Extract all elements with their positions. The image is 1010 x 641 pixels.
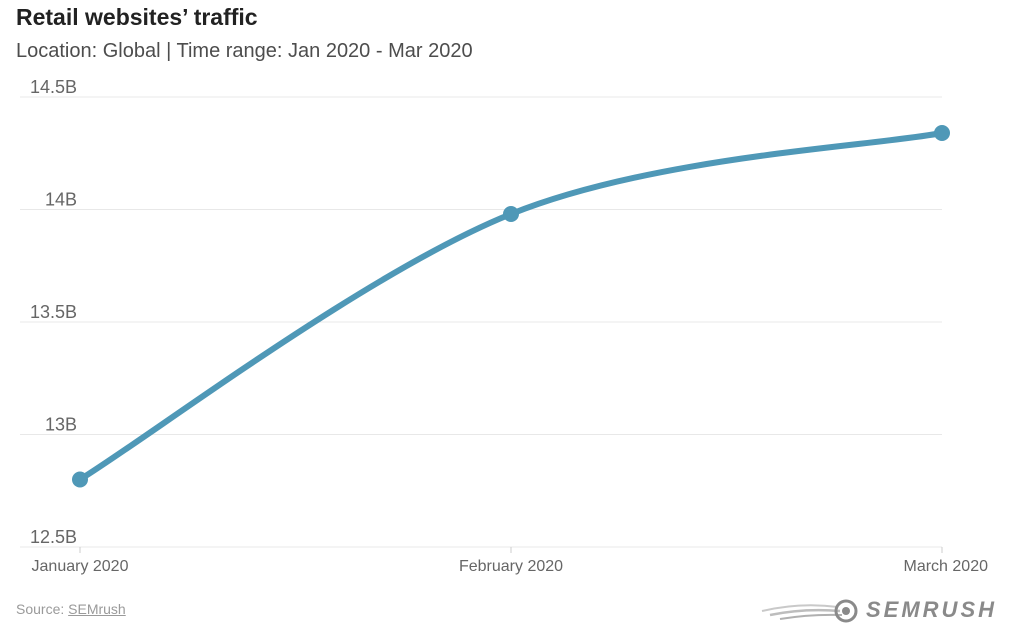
series-line xyxy=(77,130,945,483)
source-prefix: Source: xyxy=(16,601,69,617)
y-tick-label: 14.5B xyxy=(30,77,77,97)
y-tick-label: 13B xyxy=(45,415,77,435)
y-tick-label: 14B xyxy=(45,190,77,210)
chart-title: Retail websites’ traffic xyxy=(16,4,258,30)
source-link[interactable]: SEMrush xyxy=(68,601,126,617)
chart-subtitle: Location: Global | Time range: Jan 2020 … xyxy=(16,40,473,62)
y-tick-label: 13.5B xyxy=(30,302,77,322)
data-point xyxy=(934,125,950,141)
x-tick-label: February 2020 xyxy=(459,558,563,575)
source-note: Source: SEMrush xyxy=(16,601,126,617)
x-axis: January 2020 February 2020 March 2020 xyxy=(32,547,989,575)
y-tick-label: 12.5B xyxy=(30,527,77,547)
x-tick-label: March 2020 xyxy=(904,558,989,575)
semrush-logo: SEMRUSH xyxy=(760,596,994,624)
y-axis: 12.5B 13B 13.5B 14B 14.5B xyxy=(30,77,77,547)
series-traffic xyxy=(72,125,950,488)
data-point xyxy=(72,471,88,488)
grid-lines xyxy=(20,96,942,548)
semrush-fireball-icon xyxy=(761,599,858,623)
semrush-logo-text: SEMRUSH xyxy=(866,597,998,622)
x-tick-label: January 2020 xyxy=(32,558,129,575)
data-point xyxy=(503,206,519,222)
